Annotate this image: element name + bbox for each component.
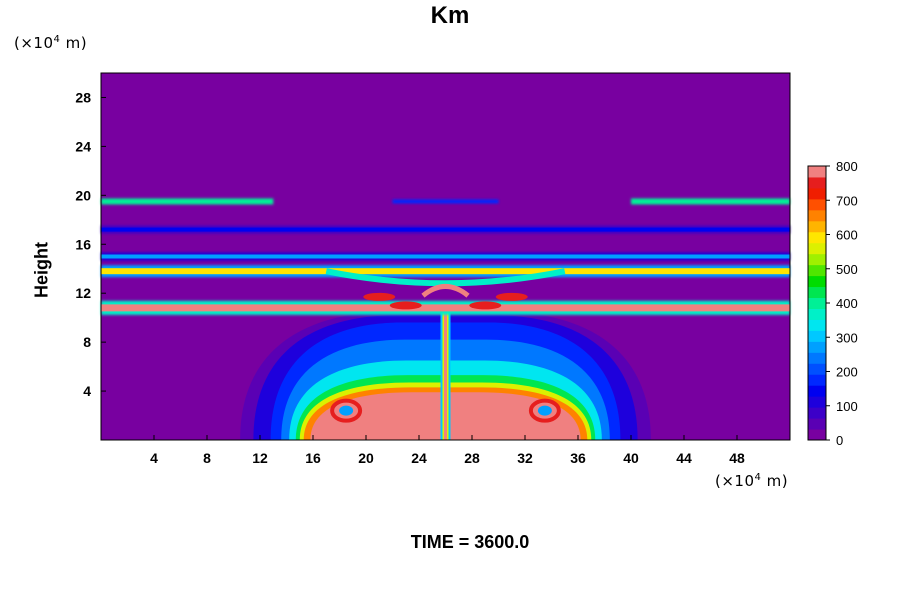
colorbar-tick-label: 100 — [836, 399, 858, 414]
y-tick-label: 12 — [75, 285, 91, 301]
plot-frame — [100, 72, 791, 441]
eddy-core — [339, 405, 354, 416]
x-tick-label: 28 — [464, 450, 480, 466]
cap-blob — [469, 301, 502, 310]
colorbar-swatch — [808, 253, 826, 266]
colorbar-swatch — [808, 176, 826, 189]
colorbar-swatch — [808, 187, 826, 200]
layer-band — [101, 225, 790, 234]
colorbar-swatch — [808, 341, 826, 353]
colorbar-swatch — [808, 209, 826, 222]
colorbar-swatch — [808, 297, 826, 309]
colorbar-swatch — [808, 264, 826, 277]
y-unit-label: (×104 m) — [14, 34, 88, 52]
x-tick-label: 32 — [517, 450, 533, 466]
x-unit-label: (×104 m) — [715, 472, 789, 490]
x-tick-label: 4 — [150, 450, 158, 466]
x-tick-label: 36 — [570, 450, 586, 466]
colorbar-swatch — [808, 308, 826, 320]
colorbar-tick-label: 600 — [836, 228, 858, 243]
colorbar-swatch — [808, 429, 826, 441]
colorbar-swatch — [808, 418, 826, 430]
colorbar-swatch — [808, 166, 826, 178]
x-tick-label: 16 — [305, 450, 321, 466]
arch-band — [325, 268, 566, 287]
x-tick-label: 8 — [203, 450, 211, 466]
cap-blob — [363, 292, 396, 301]
x-tick-label: 44 — [676, 450, 692, 466]
colorbar-swatch — [808, 330, 826, 342]
colorbar-swatch — [808, 407, 826, 419]
colorbar-tick-label: 200 — [836, 365, 858, 380]
y-tick-label: 28 — [75, 89, 91, 105]
x-tick-label: 40 — [623, 450, 639, 466]
layer-band — [101, 265, 790, 278]
y-tick-label: 24 — [75, 138, 91, 154]
colorbar-swatch — [808, 374, 826, 386]
colorbar-tick-label: 0 — [836, 433, 843, 448]
y-tick-label: 8 — [83, 334, 91, 350]
cap-blob — [389, 301, 422, 310]
colorbar-swatch — [808, 220, 826, 233]
x-tick-label: 12 — [252, 450, 268, 466]
layer-band — [101, 300, 790, 315]
colorbar-swatch — [808, 385, 826, 397]
arch-cap — [421, 283, 470, 298]
y-tick-label: 16 — [75, 236, 91, 252]
y-tick-label: 4 — [83, 383, 91, 399]
colorbar-swatch — [808, 231, 826, 244]
eddy-core — [537, 405, 552, 416]
colorbar-tick-label: 500 — [836, 262, 858, 277]
colorbar-tick-label: 300 — [836, 330, 858, 345]
colorbar-tick-label: 400 — [836, 296, 858, 311]
colorbar-swatch — [808, 242, 826, 255]
eddy-ring — [528, 398, 561, 423]
colorbar-swatch — [808, 363, 826, 375]
colorbar-swatch — [808, 275, 826, 288]
cap-blob — [495, 292, 528, 301]
colorbar-swatch — [808, 286, 826, 299]
y-tick-label: 20 — [75, 187, 91, 203]
colorbar-swatch — [808, 319, 826, 331]
colorbar-swatch — [808, 352, 826, 364]
time-label: TIME = 3600.0 — [410, 532, 530, 552]
layer-band — [101, 198, 790, 205]
updraft-column — [444, 307, 447, 440]
colorbar-swatch — [808, 198, 826, 211]
colorbar-tick-label: 700 — [836, 193, 858, 208]
colorbar-swatch — [808, 396, 826, 408]
x-tick-label: 24 — [411, 450, 427, 466]
chart-title: Km — [430, 2, 470, 29]
colorbar-tick-label: 800 — [836, 159, 858, 174]
x-tick-label: 48 — [729, 450, 745, 466]
eddy-ring — [330, 398, 363, 423]
layer-band — [101, 252, 790, 261]
x-tick-label: 20 — [358, 450, 374, 466]
